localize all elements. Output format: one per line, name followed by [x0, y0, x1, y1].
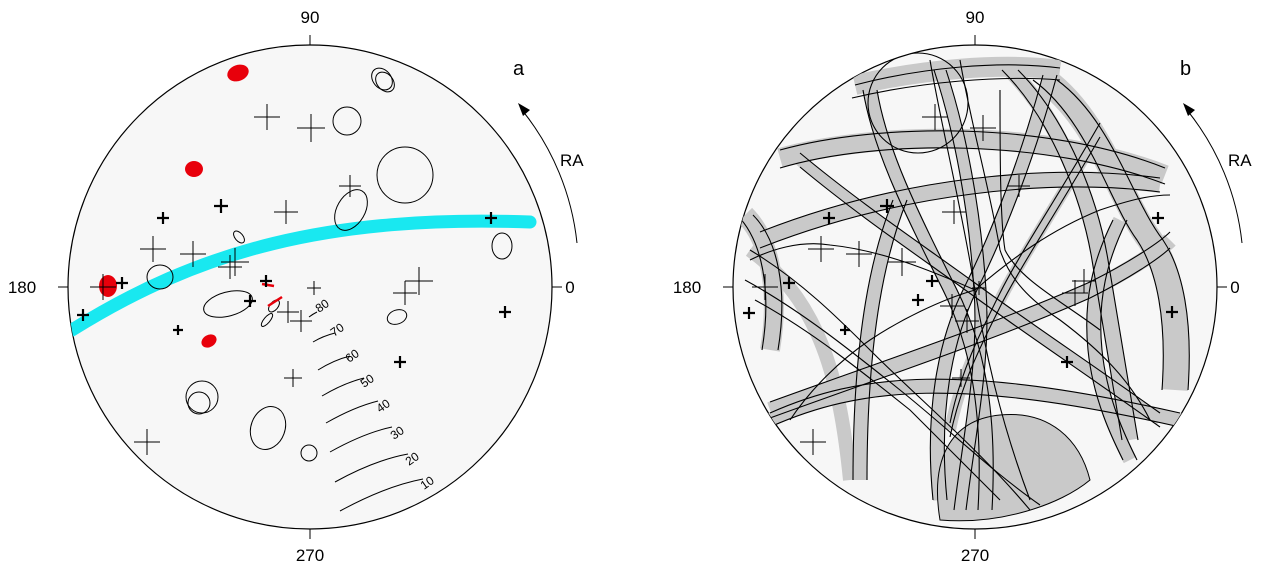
- panel-a-large-crosses: [90, 104, 433, 455]
- panel-b-ticks: [723, 35, 1227, 539]
- panel-a-label-left: 180: [8, 278, 36, 297]
- panel-b-ra-label: RA: [1228, 151, 1252, 170]
- panel-b-label-right: 0: [1230, 278, 1239, 297]
- panel-b-label-top: 90: [966, 8, 985, 27]
- panel-b-ra-arc: [1186, 109, 1243, 244]
- panel-a-label-top: 90: [301, 8, 320, 27]
- panel-b-ra-arrowhead: [1183, 103, 1195, 116]
- panel-b-title: b: [1180, 58, 1191, 80]
- panel-a-axis-labels: 90 180 0 270: [8, 8, 575, 565]
- panel-a-bold-crosses: [77, 199, 511, 368]
- panel-b-bold-crosses: [743, 199, 1178, 368]
- panel-b-lines: [736, 52, 1190, 511]
- panel-a: 80 70 60 50 40 30 20 10 90 180 0 270 RA …: [8, 8, 584, 565]
- panel-b-axis-labels: 90 180 0 270: [673, 8, 1240, 565]
- panel-a-elevation-arcs: [308, 311, 424, 512]
- panel-b-large-crosses: [752, 104, 1096, 455]
- panel-a-label-bottom: 270: [296, 546, 324, 565]
- panel-b-label-left: 180: [673, 278, 701, 297]
- panel-a-title: a: [513, 58, 525, 80]
- panel-a-ra-arrowhead: [518, 103, 530, 116]
- panel-b-label-bottom: 270: [961, 546, 989, 565]
- panel-a-ra-arc: [521, 109, 578, 244]
- cyan-band: [68, 214, 537, 337]
- panel-a-ra-label: RA: [560, 151, 584, 170]
- panel-a-ellipses: [146, 67, 513, 462]
- panel-a-ticks: [58, 35, 562, 539]
- panel-b: 90 180 0 270 RA b: [673, 8, 1252, 565]
- panel-a-label-right: 0: [565, 278, 574, 297]
- panel-a-red-dashes: [261, 282, 283, 308]
